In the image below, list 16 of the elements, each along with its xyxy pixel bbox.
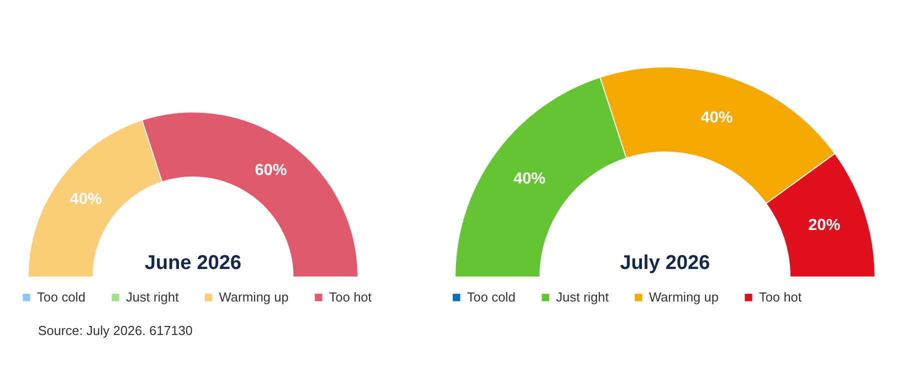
legend-label: Too cold xyxy=(467,290,516,305)
legend-label: Too hot xyxy=(759,290,802,305)
data-label: 40% xyxy=(513,170,546,188)
legend-label: Just right xyxy=(556,290,610,305)
data-label: 40% xyxy=(70,191,102,208)
legend-label: Warming up xyxy=(219,290,289,305)
legend-label: Warming up xyxy=(649,290,719,305)
source-note: Source: July 2026. 617130 xyxy=(38,323,193,338)
legend-label: Too cold xyxy=(37,290,86,305)
text: June 2026 xyxy=(144,252,242,274)
text: July 2026 xyxy=(620,252,710,274)
legend-label: Just right xyxy=(126,290,180,305)
data-label: 20% xyxy=(808,217,840,234)
legend-label: Too hot xyxy=(329,290,372,305)
data-label: 40% xyxy=(700,110,733,127)
data-label: 60% xyxy=(254,162,287,179)
